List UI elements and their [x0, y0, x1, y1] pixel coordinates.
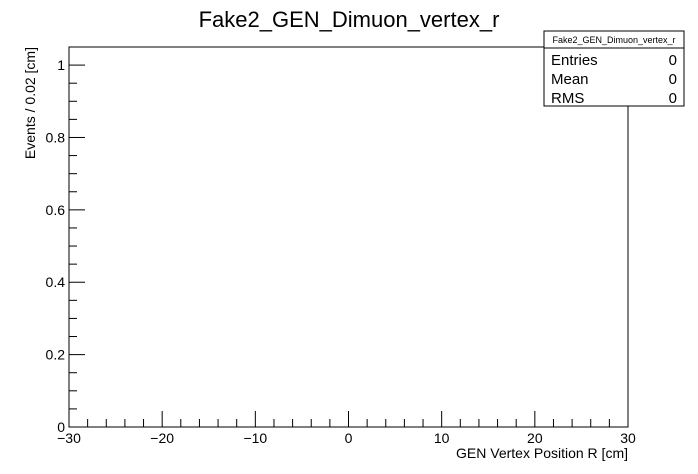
y-axis-label: Events / 0.02 [cm] [22, 47, 38, 159]
y-tick-label: 0.2 [46, 347, 66, 363]
x-tick-label: 0 [345, 430, 353, 446]
x-tick-labels: −30 −20 −10 0 10 20 30 [57, 430, 636, 446]
stats-box: Fake2_GEN_Dimuon_vertex_r Entries 0 Mean… [543, 30, 685, 107]
stats-value-entries: 0 [669, 52, 677, 69]
y-tick-labels: 0 0.2 0.4 0.6 0.8 1 [46, 57, 66, 435]
y-tick-label: 0.6 [46, 202, 66, 218]
x-tick-label: −30 [57, 430, 81, 446]
stats-label-mean: Mean [551, 71, 589, 88]
x-axis-label: GEN Vertex Position R [cm] [456, 445, 628, 461]
stats-box-frame [543, 30, 685, 107]
y-tick-label: 1 [57, 57, 65, 73]
chart-title: Fake2_GEN_Dimuon_vertex_r [199, 7, 500, 32]
stats-label-rms: RMS [551, 90, 584, 107]
x-tick-label: 20 [527, 430, 543, 446]
x-tick-label: 30 [620, 430, 636, 446]
stats-label-entries: Entries [551, 52, 598, 69]
x-tick-label: 10 [434, 430, 450, 446]
y-tick-label: 0 [57, 419, 65, 435]
x-tick-label: −20 [150, 430, 174, 446]
axis-ticks [68, 46, 629, 428]
stats-value-rms: 0 [669, 90, 677, 107]
y-tick-label: 0.4 [46, 274, 66, 290]
stats-value-mean: 0 [669, 71, 677, 88]
stats-box-title: Fake2_GEN_Dimuon_vertex_r [552, 35, 675, 45]
y-tick-label: 0.8 [46, 129, 66, 145]
x-tick-label: −10 [243, 430, 267, 446]
